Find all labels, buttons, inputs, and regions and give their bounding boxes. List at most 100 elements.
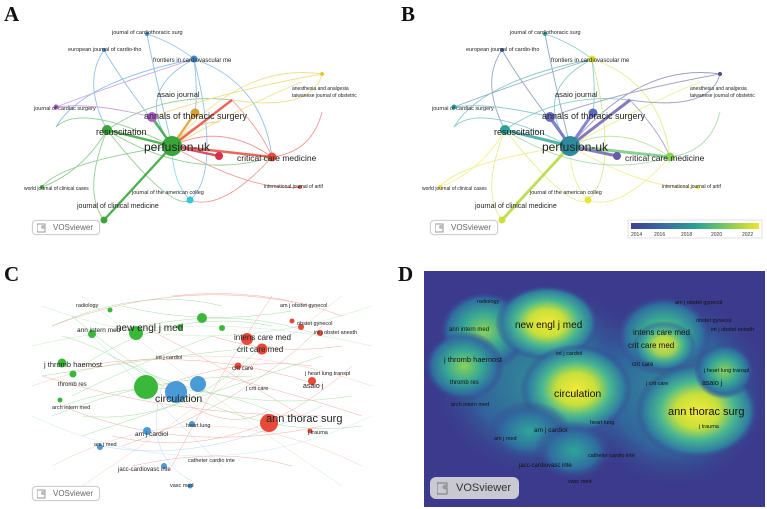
vosviewer-badge-text: VOSviewer (451, 223, 492, 232)
node-label: am j obstet gynecol (280, 303, 327, 309)
panel-label-d: D (398, 262, 414, 286)
panel-label-c: C (4, 262, 20, 286)
node-label: journal of clinical medicine (76, 203, 159, 210)
panel-d-canvas: radiology am j obstet gynecol obstet gyn… (424, 281, 765, 491)
node-label: j heart lung transpl (304, 371, 350, 377)
node-label: vasc med (568, 479, 592, 485)
node-label: resuscitation (494, 127, 545, 137)
node-label: thromb res (450, 380, 479, 386)
node-label: asaio j (303, 383, 324, 390)
node-label: perfusion-uk (144, 140, 211, 154)
node-label: j thromb haemost (443, 355, 503, 364)
panel-c-network: radiology am j obstet gynecol obstet gyn… (22, 266, 400, 506)
node-label: am j cardiol (135, 431, 169, 438)
panel-b-canvas: journal of cardiothoracic surg european … (422, 30, 763, 239)
node-label: resuscitation (96, 127, 147, 137)
scale-tick: 2014 (631, 232, 642, 238)
node-label: j trauma (698, 424, 720, 430)
node-label: jacc-cardiovasc inte (518, 463, 572, 469)
panel-a-canvas: journal of cardiothoracic surg european … (24, 30, 357, 224)
node-label: journal of the american colleg (529, 190, 602, 196)
node-label: crit care (632, 362, 654, 368)
node-label: crit care med (628, 341, 674, 350)
node-label: frontiers in cardiovascular me (551, 58, 630, 64)
node-label: ann intern med (77, 327, 121, 334)
node-label: heart lung (186, 423, 210, 429)
node-label: vasc med (170, 483, 194, 489)
node-label: taiwanese journal of obstetric (292, 93, 357, 99)
node-label: journal of cardiac surgery (431, 106, 494, 112)
panel-label-a: A (4, 2, 20, 26)
node-label: thromb res (58, 382, 87, 388)
node-label: jacc-cardiovasc inte (117, 467, 171, 473)
node-label: anesthesia and analgesia (690, 86, 747, 92)
node-label: european journal of cardio-tho (68, 47, 141, 53)
node-label: int j obstet anesth (711, 327, 754, 333)
vosviewer-logo-icon (37, 223, 48, 233)
node-label: critical care medicine (237, 153, 317, 163)
scale-tick: 2018 (681, 232, 692, 238)
node-label: circulation (155, 393, 202, 405)
node-label: int j obstet anesth (314, 330, 357, 336)
node-label: j thromb haemost (43, 360, 103, 369)
node-label: int j cardiol (156, 355, 182, 361)
node-label: am j obstet gynecol (675, 300, 722, 306)
node-label: circulation (554, 388, 601, 400)
scale-tick: 2020 (711, 232, 722, 238)
panel-label-b: B (401, 2, 416, 26)
node-label: radiology (76, 303, 99, 309)
vosviewer-badge: VOSviewer (32, 486, 101, 501)
vosviewer-logo-icon (37, 489, 48, 499)
vosviewer-badge: VOSviewer (430, 477, 520, 499)
scale-tick: 2016 (654, 232, 665, 238)
scale-tick: 2022 (742, 232, 753, 238)
node-label: taiwanese journal of obstetric (690, 93, 755, 99)
node-label: catheter cardio inte (188, 458, 235, 464)
node-label: j crit care (645, 381, 668, 387)
node-label: arch intern med (52, 405, 90, 411)
node-label: catheter cardio inte (588, 453, 635, 459)
node-label: asaio journal (555, 90, 598, 99)
node-label: perfusion-uk (542, 140, 609, 154)
node-label: european journal of cardio-tho (466, 47, 539, 53)
node-label: obstet gynecol (696, 318, 731, 324)
node-label: j heart lung transpl (703, 368, 749, 374)
node-label: international journal of artif (264, 184, 324, 190)
node-label: ann intern med (449, 327, 489, 333)
node-label: world journal of clinical cases (422, 186, 487, 192)
node-label: new engl j med (116, 323, 183, 334)
node-label: radiology (477, 299, 500, 305)
node-label: asaio j (702, 380, 723, 387)
vosviewer-badge-text: VOSviewer (456, 482, 512, 494)
node-label: anesthesia and analgesia (292, 86, 349, 92)
node-label: intens care med (234, 333, 291, 342)
node-label: journal of clinical medicine (474, 203, 557, 210)
node-label: heart lung (590, 420, 614, 426)
node-label: world journal of clinical cases (24, 186, 89, 192)
node-label: international journal of artif (662, 184, 722, 190)
panel-d-density: radiology am j obstet gynecol obstet gyn… (424, 271, 765, 507)
node-label: crit care med (237, 345, 283, 354)
node-label: journal of cardiac surgery (33, 106, 96, 112)
vosviewer-logo-icon (437, 482, 451, 495)
node-label: j trauma (307, 430, 329, 436)
node-label: annals of thoracic surgery (542, 111, 646, 121)
node-label: critical care medicine (625, 153, 705, 163)
node-label: arch intern med (451, 402, 489, 408)
node-label: am j cardiol (534, 427, 568, 434)
node-label: crit care (232, 366, 254, 372)
vosviewer-badge-text: VOSviewer (53, 223, 94, 232)
node-label: am j med (494, 436, 517, 442)
node-label: j crit care (245, 386, 268, 392)
node-label: new engl j med (515, 320, 582, 331)
node-label: journal of cardiothoracic surg (509, 30, 581, 36)
panel-a-network: journal of cardiothoracic surg european … (22, 22, 367, 240)
node-label: journal of cardiothoracic surg (111, 30, 183, 36)
node-label: journal of the american colleg (131, 190, 204, 196)
panel-c-canvas: radiology am j obstet gynecol obstet gyn… (31, 293, 373, 489)
panel-b-overlay: journal of cardiothoracic surg european … (420, 22, 765, 240)
node-label: int j cardiol (556, 351, 582, 357)
vosviewer-badge: VOSviewer (430, 220, 499, 235)
node-label: asaio journal (157, 90, 200, 99)
node-label: intens care med (633, 328, 690, 337)
